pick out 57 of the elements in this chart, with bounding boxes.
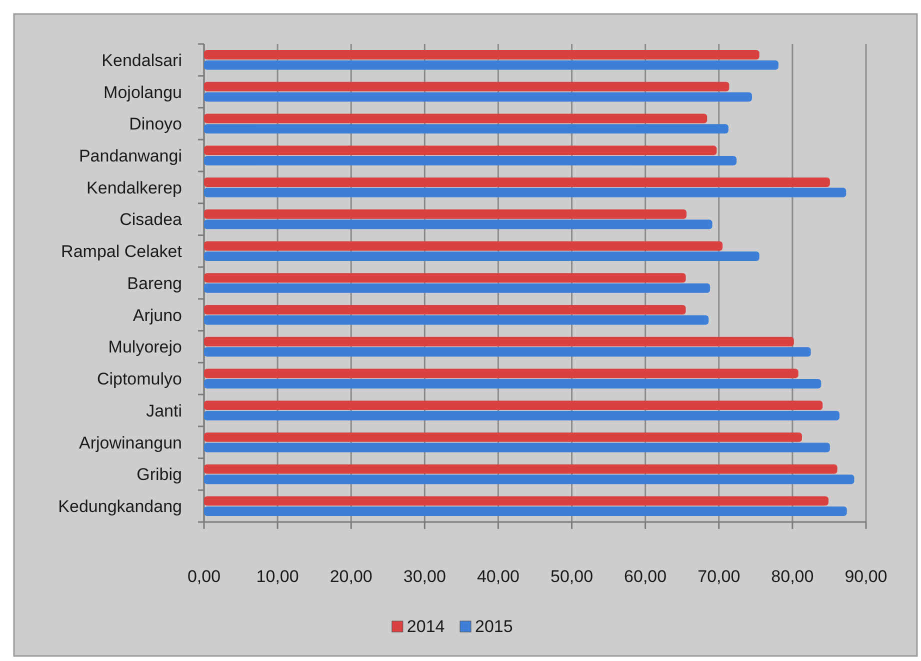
- bar: [204, 241, 723, 251]
- bar: [204, 50, 760, 60]
- x-tick-label: 40,00: [476, 567, 520, 586]
- bar: [204, 92, 752, 102]
- bar: [204, 464, 838, 474]
- y-tick-label: Pandanwangi: [78, 146, 182, 166]
- x-tick-label: 50,00: [550, 567, 594, 586]
- y-tick-label: Bareng: [127, 274, 182, 293]
- legend-label: 2014: [406, 617, 445, 636]
- y-tick-label: Kendalkerep: [86, 178, 182, 198]
- y-tick-label: Mojolangu: [104, 82, 182, 102]
- x-tick-label: 70,00: [698, 567, 740, 586]
- x-tick-label: 60,00: [624, 567, 667, 586]
- bar: [204, 368, 798, 378]
- y-tick-label: Gribig: [136, 465, 182, 484]
- bar: [204, 156, 737, 166]
- bar: [204, 124, 728, 134]
- bar: [204, 506, 847, 516]
- x-tick-label: 0,00: [187, 567, 221, 586]
- bar: [204, 82, 730, 92]
- y-tick-label: Rampal Celaket: [61, 242, 182, 262]
- bar: [204, 474, 854, 484]
- y-tick-label: Arjuno: [132, 306, 182, 325]
- bar: [204, 209, 687, 219]
- bar: [204, 315, 709, 325]
- bar: [204, 273, 686, 283]
- bar: [204, 410, 840, 420]
- x-tick-label: 90,00: [844, 567, 888, 586]
- bar: [204, 496, 828, 506]
- bar: [204, 146, 717, 156]
- bar: [204, 178, 830, 187]
- legend-label: 2015: [475, 617, 513, 636]
- y-tick-label: Dinoyo: [129, 114, 182, 134]
- bar: [204, 114, 708, 124]
- bar: [204, 347, 811, 357]
- bar: [204, 60, 778, 70]
- y-tick-label: Cisadea: [120, 210, 183, 230]
- y-tick-label: Mulyorejo: [108, 338, 182, 357]
- y-tick-label: Arjowinangun: [78, 433, 182, 452]
- bar: [204, 283, 710, 293]
- x-tick-label: 10,00: [256, 567, 299, 586]
- bar: [204, 379, 822, 388]
- x-tick-label: 80,00: [771, 567, 814, 586]
- y-tick-label: Ciptomulyo: [96, 370, 182, 389]
- y-tick-label: Janti: [146, 401, 182, 420]
- x-tick-label: 30,00: [403, 567, 446, 586]
- bar: [204, 220, 712, 230]
- y-tick-label: Kedungkandang: [58, 497, 182, 516]
- y-tick-label: Kendalsari: [102, 50, 182, 70]
- bar: [204, 400, 823, 410]
- bar: [204, 336, 794, 346]
- bar: [204, 304, 686, 314]
- bar: [204, 188, 846, 198]
- x-tick-label: 20,00: [330, 567, 372, 586]
- bar: [204, 252, 760, 262]
- bar: [204, 432, 802, 442]
- bar: [204, 442, 830, 452]
